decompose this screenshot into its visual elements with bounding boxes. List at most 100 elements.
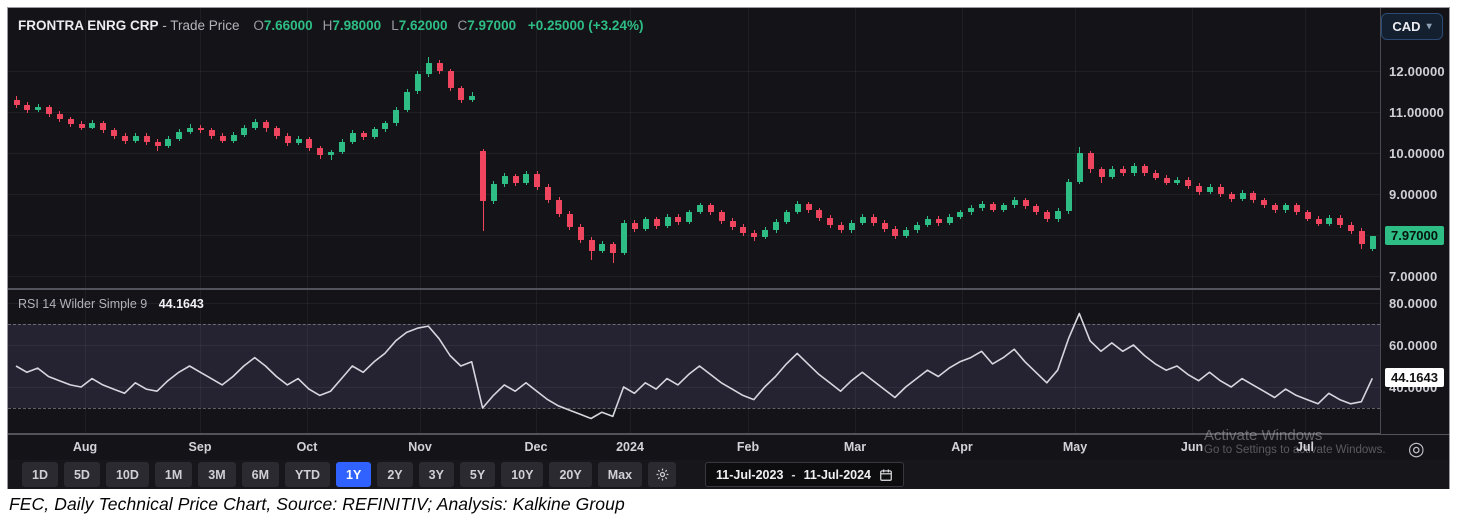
range-button-20y[interactable]: 20Y bbox=[549, 462, 592, 487]
month-gridline bbox=[85, 290, 86, 433]
range-button-1y[interactable]: 1Y bbox=[336, 462, 372, 487]
month-gridline bbox=[1192, 290, 1193, 433]
price-gridline bbox=[8, 153, 1380, 154]
price-axis[interactable]: 12.00000 11.00000 10.00000 9.00000 7.00000 80… bbox=[1380, 8, 1449, 434]
x-axis-label: May bbox=[1062, 440, 1088, 454]
axis-divider bbox=[8, 433, 1449, 435]
range-button-max[interactable]: Max bbox=[597, 462, 643, 487]
calendar-icon[interactable] bbox=[879, 468, 893, 482]
time-axis[interactable]: Aug Sep Oct Nov Dec 2024 Feb Mar Apr May Jun Jul bbox=[8, 435, 1380, 461]
month-gridline bbox=[1075, 8, 1076, 288]
month-gridline bbox=[200, 8, 201, 288]
month-gridline bbox=[1305, 8, 1306, 288]
price-gridline bbox=[8, 194, 1380, 195]
range-button-2y[interactable]: 2Y bbox=[377, 462, 413, 487]
x-axis-label: Dec bbox=[524, 440, 548, 454]
ohlc-value: 7.66000 bbox=[263, 18, 313, 33]
range-button-10d[interactable]: 10D bbox=[105, 462, 149, 487]
x-axis-label: Aug bbox=[72, 440, 98, 454]
date-from: 11-Jul-2023 bbox=[716, 467, 784, 482]
rsi-upper-band-line bbox=[8, 324, 1380, 325]
price-tick-label: 10.00000 bbox=[1389, 146, 1445, 161]
x-axis-label: Sep bbox=[188, 440, 212, 454]
range-button-1d[interactable]: 1D bbox=[22, 462, 58, 487]
range-button-3m[interactable]: 3M bbox=[198, 462, 236, 487]
x-axis-label: Nov bbox=[408, 440, 432, 454]
month-gridline bbox=[630, 8, 631, 288]
rsi-tick-label: 80.0000 bbox=[1389, 296, 1438, 311]
range-toolbar: 1D 5D 10D 1M 3M 6M YTD 1Y 2Y 3Y 5Y 10Y 20Y Max 11-Jul… bbox=[8, 460, 1449, 489]
ohlc-letter: O bbox=[253, 18, 264, 33]
price-tick-label: 12.00000 bbox=[1389, 64, 1445, 79]
price-gridline bbox=[8, 235, 1380, 236]
price-tick-label: 9.00000 bbox=[1389, 187, 1438, 202]
chart-caption: FEC, Daily Technical Price Chart, Source… bbox=[9, 494, 625, 514]
last-price-badge: 7.97000 bbox=[1385, 226, 1444, 246]
gear-icon[interactable] bbox=[648, 462, 677, 487]
price-change: +0.25000 (+3.24%) bbox=[527, 18, 644, 33]
month-gridline bbox=[1305, 290, 1306, 433]
axis-settings-icon[interactable]: ◎ bbox=[1408, 439, 1425, 460]
currency-label: CAD bbox=[1392, 19, 1421, 34]
x-axis-label: Jul bbox=[1295, 440, 1315, 454]
pane-divider[interactable] bbox=[8, 288, 1449, 290]
series-label: - Trade Price bbox=[162, 18, 240, 33]
chevron-down-icon: ▾ bbox=[1426, 21, 1432, 32]
x-axis-label: Jun bbox=[1180, 440, 1204, 454]
month-gridline bbox=[420, 8, 421, 288]
rsi-legend: RSI 14 Wilder Simple 9 44.1643 bbox=[18, 297, 204, 311]
x-axis-label: Mar bbox=[843, 440, 867, 454]
month-gridline bbox=[962, 290, 963, 433]
month-gridline bbox=[1075, 290, 1076, 433]
x-axis-label: Apr bbox=[951, 440, 973, 454]
ohlc-letter: L bbox=[391, 18, 399, 33]
month-gridline bbox=[748, 290, 749, 433]
rsi-gridline bbox=[8, 345, 1380, 346]
rsi-lower-band-line bbox=[8, 408, 1380, 409]
range-button-ytd[interactable]: YTD bbox=[285, 462, 331, 487]
month-gridline bbox=[962, 8, 963, 288]
rsi-gridline bbox=[8, 303, 1380, 304]
month-gridline bbox=[536, 290, 537, 433]
range-buttons: 1D 5D 10D 1M 3M 6M YTD 1Y 2Y 3Y 5Y 10Y 20Y Max bbox=[22, 462, 643, 487]
price-tick-label: 7.00000 bbox=[1389, 269, 1438, 284]
price-gridline bbox=[8, 112, 1380, 113]
ohlc-letter: H bbox=[322, 18, 333, 33]
range-button-5d[interactable]: 5D bbox=[63, 462, 100, 487]
range-button-10y[interactable]: 10Y bbox=[501, 462, 544, 487]
rsi-line bbox=[15, 312, 1374, 420]
rsi-tick-label: 60.0000 bbox=[1389, 338, 1438, 353]
range-button-1m[interactable]: 1M bbox=[154, 462, 193, 487]
rsi-gridline bbox=[8, 387, 1380, 388]
range-button-3y[interactable]: 3Y bbox=[418, 462, 454, 487]
date-separator: - bbox=[791, 467, 796, 482]
month-gridline bbox=[307, 290, 308, 433]
rsi-value: 44.1643 bbox=[158, 297, 204, 311]
month-gridline bbox=[855, 8, 856, 288]
price-gridline bbox=[8, 71, 1380, 72]
price-pane[interactable]: FRONTRA ENRG CRP - Trade Price O7.66000 H… bbox=[8, 8, 1380, 288]
ohlc-value: 7.62000 bbox=[398, 18, 448, 33]
rsi-band bbox=[8, 324, 1380, 408]
currency-selector[interactable]: CAD ▾ bbox=[1381, 13, 1443, 40]
chart-legend: FRONTRA ENRG CRP - Trade Price O7.66000 H… bbox=[18, 18, 643, 33]
month-gridline bbox=[1192, 8, 1193, 288]
ohlc-value: 7.97000 bbox=[467, 18, 517, 33]
rsi-title: RSI 14 Wilder Simple 9 bbox=[18, 297, 148, 311]
instrument-name: FRONTRA ENRG CRP bbox=[18, 18, 159, 33]
rsi-value-badge: 44.1643 bbox=[1385, 368, 1444, 388]
date-range-picker[interactable]: 11-Jul-2023 - 11-Jul-2024 bbox=[705, 462, 905, 487]
rsi-pane[interactable]: RSI 14 Wilder Simple 9 44.1643 bbox=[8, 290, 1380, 433]
month-gridline bbox=[748, 8, 749, 288]
month-gridline bbox=[536, 8, 537, 288]
x-axis-label: Feb bbox=[736, 440, 760, 454]
range-button-5y[interactable]: 5Y bbox=[459, 462, 496, 487]
month-gridline bbox=[855, 290, 856, 433]
range-button-6m[interactable]: 6M bbox=[241, 462, 280, 487]
month-gridline bbox=[630, 290, 631, 433]
month-gridline bbox=[420, 290, 421, 433]
price-gridline bbox=[8, 276, 1380, 277]
x-axis-label: 2024 bbox=[616, 440, 644, 454]
ohlc-values: O7.66000 H7.98000 L7.62000 C7.97000 bbox=[243, 18, 516, 33]
x-axis-label: Oct bbox=[296, 440, 318, 454]
